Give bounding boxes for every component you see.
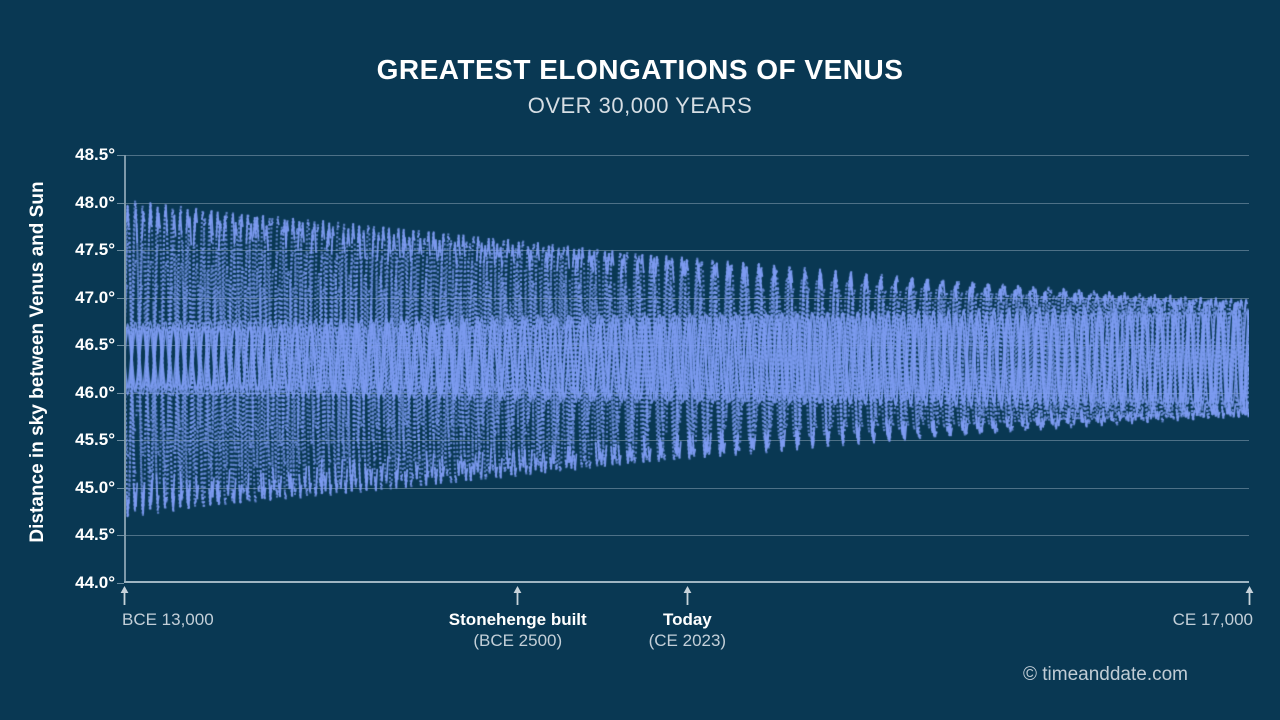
y-tick-label: 44.0° <box>75 572 115 592</box>
y-tick-mark <box>117 582 124 584</box>
y-tick-label: 48.0° <box>75 192 115 212</box>
annotation-arrow-icon <box>513 586 522 605</box>
annotation-label: BCE 13,000 <box>122 610 214 629</box>
y-tick-mark <box>117 440 124 441</box>
y-tick-mark <box>117 297 124 299</box>
annotation-sublabel: (CE 2023) <box>648 631 727 650</box>
annotation-arrow-icon <box>120 586 128 605</box>
annotation-label: CE 17,000 <box>1172 610 1253 629</box>
y-tick-label: 45.0° <box>75 477 115 497</box>
annotation-arrow-icon <box>1245 586 1253 605</box>
y-tick-label: 45.5° <box>75 430 115 449</box>
credit: © timeanddate.com <box>1022 664 1188 685</box>
elongation-series-canvas <box>124 155 1249 583</box>
annotation-today: Today (CE 2023) <box>649 609 726 651</box>
y-tick-mark <box>117 250 124 251</box>
y-tick-label: 48.5° <box>75 145 115 164</box>
annotation-stonehenge: Stonehenge built (BCE 2500) <box>449 609 587 651</box>
y-tick-label: 47.5° <box>75 240 115 259</box>
y-tick-label: 47.0° <box>75 287 115 307</box>
y-tick-mark <box>117 202 124 204</box>
chart-subtitle: OVER 30,000 YEARS <box>527 93 753 118</box>
annotation-arrow-icon <box>683 586 692 605</box>
x-axis-line <box>124 581 1249 583</box>
y-tick-mark <box>117 487 124 489</box>
y-tick-label: 46.5° <box>75 335 115 354</box>
y-axis-line <box>124 155 126 583</box>
y-tick-label: 44.5° <box>75 525 115 544</box>
annotation-sublabel: (BCE 2500) <box>473 631 563 650</box>
annotation-label: Today <box>662 610 712 629</box>
y-tick-mark <box>117 155 124 156</box>
chart-title: GREATEST ELONGATIONS OF VENUS <box>376 54 904 85</box>
y-tick-mark <box>117 535 124 536</box>
annotation-bce-13000: BCE 13,000 <box>122 609 214 630</box>
y-tick-mark <box>117 345 124 346</box>
y-tick-label: 46.0° <box>75 382 115 402</box>
annotation-ce-17000: CE 17,000 <box>1173 609 1253 630</box>
y-tick-mark <box>117 392 124 394</box>
annotation-label: Stonehenge built <box>448 610 587 629</box>
plot-area <box>124 155 1249 583</box>
